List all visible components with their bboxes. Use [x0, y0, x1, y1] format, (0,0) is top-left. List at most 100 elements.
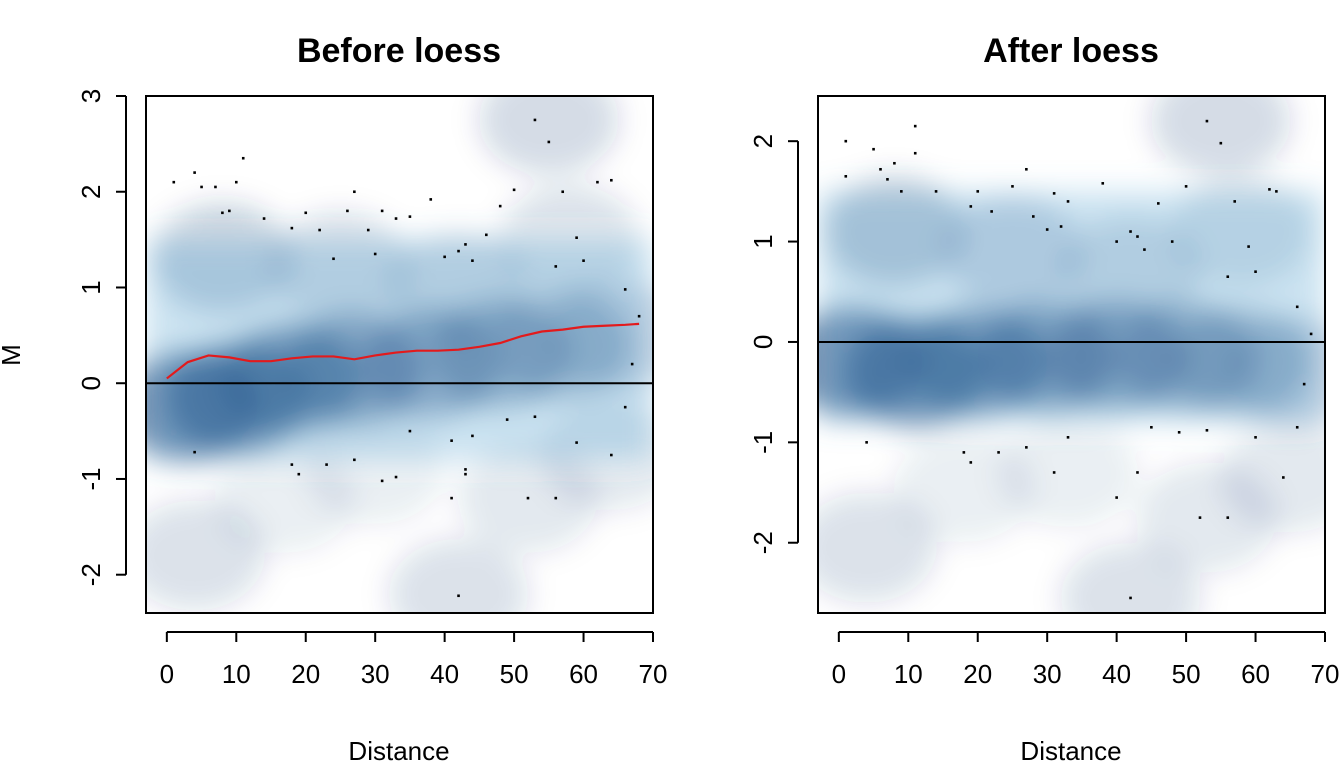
outlier-point [318, 228, 321, 232]
x-tick-label: 0 [160, 659, 174, 689]
outlier-point [1115, 496, 1118, 499]
outlier-point [872, 147, 875, 151]
outlier-point [1247, 245, 1250, 248]
density-region [388, 538, 529, 613]
outlier-point [380, 479, 384, 483]
outlier-point [1198, 516, 1202, 519]
outlier-point [346, 209, 349, 213]
outlier-points [844, 119, 1313, 600]
outlier-point [450, 439, 453, 442]
outlier-point [353, 458, 356, 462]
density-layer [146, 96, 653, 613]
loess-curve [166, 322, 640, 380]
outlier-point [969, 461, 973, 464]
outlier-point [1205, 119, 1209, 123]
x-tick-label: 40 [1102, 659, 1131, 689]
outlier-point [1025, 167, 1028, 171]
outlier-point [464, 243, 467, 246]
outlier-point [1157, 202, 1160, 205]
y-tick-label: -2 [748, 531, 778, 554]
y-tick-label: -1 [748, 431, 778, 454]
outlier-point [290, 226, 294, 230]
outlier-point [1177, 431, 1181, 434]
outlier-point [990, 210, 993, 213]
outlier-point [228, 209, 231, 213]
x-tick-label: 70 [1311, 659, 1340, 689]
x-axis-label: Distance [348, 736, 449, 766]
density-band [146, 239, 653, 460]
outlier-point [1295, 305, 1299, 309]
outlier-point [1115, 240, 1118, 243]
outlier-point [172, 180, 176, 184]
outlier-point [1268, 188, 1271, 191]
outlier-point [394, 475, 398, 479]
outlier-point [1226, 516, 1230, 519]
panel-after-loess: After loess 0 10 20 30 40 50 60 70 -2 -1 0 1 2 Dist… [748, 32, 1340, 766]
y-tick-label: 0 [76, 376, 106, 390]
density-region [478, 96, 619, 175]
x-tick-label: 60 [1241, 659, 1270, 689]
outlier-point [561, 190, 565, 194]
x-tick-label: 40 [430, 659, 459, 689]
outlier-point [1205, 428, 1209, 432]
outlier-point [637, 314, 641, 318]
outlier-point [485, 233, 488, 237]
outlier-point [471, 434, 474, 438]
outlier-point [533, 118, 537, 122]
outlier-point [457, 594, 460, 598]
outlier-point [325, 463, 328, 466]
outlier-point [332, 257, 335, 261]
outlier-point [464, 468, 467, 471]
outlier-point [962, 451, 966, 454]
y-tick-label: 2 [748, 134, 778, 148]
outlier-point [1282, 476, 1285, 479]
y-tick-label: 1 [76, 280, 106, 294]
outlier-point [394, 217, 398, 220]
x-tick-label: 60 [569, 659, 598, 689]
x-tick-label: 70 [639, 659, 668, 689]
outlier-point [1233, 200, 1237, 203]
outlier-point [1011, 185, 1014, 188]
y-tick-label: 3 [76, 89, 106, 103]
outlier-point [1309, 332, 1313, 336]
outlier-point [234, 180, 238, 184]
outlier-point [554, 265, 558, 268]
outlier-point [353, 190, 356, 194]
x-tick-label: 30 [361, 659, 390, 689]
outlier-point [879, 167, 882, 171]
y-axis-label: M [0, 344, 26, 366]
density-region [1220, 422, 1325, 533]
outlier-point [457, 249, 460, 253]
outlier-point [373, 252, 377, 256]
chart-title: After loess [983, 32, 1159, 70]
x-tick-label: 0 [832, 659, 846, 689]
outlier-point [865, 441, 868, 444]
outlier-point [1032, 215, 1035, 218]
y-axis: -2 -1 0 1 2 [748, 134, 799, 554]
outlier-point [1184, 185, 1188, 188]
x-axis-label: Distance [1020, 736, 1121, 766]
outlier-point [575, 441, 578, 444]
x-tick-label: 10 [894, 659, 923, 689]
outlier-point [214, 185, 217, 189]
outlier-point [366, 228, 370, 232]
outlier-point [193, 171, 196, 174]
outlier-point [380, 209, 384, 213]
outlier-point [408, 429, 412, 433]
density-layer [818, 96, 1325, 613]
x-tick-label: 20 [291, 659, 320, 689]
x-tick-label: 10 [222, 659, 251, 689]
outlier-point [997, 451, 1000, 454]
outlier-point [221, 211, 224, 215]
outlier-point [913, 151, 917, 155]
y-tick-label: 0 [748, 335, 778, 349]
outlier-point [1226, 275, 1230, 278]
outlier-point [471, 259, 474, 262]
density-band [818, 191, 1325, 423]
outlier-point [596, 180, 599, 184]
outlier-point [969, 205, 973, 208]
y-tick-label: 1 [748, 234, 778, 248]
outlier-point [844, 175, 848, 178]
outlier-point [498, 204, 502, 208]
x-tick-label: 50 [500, 659, 529, 689]
